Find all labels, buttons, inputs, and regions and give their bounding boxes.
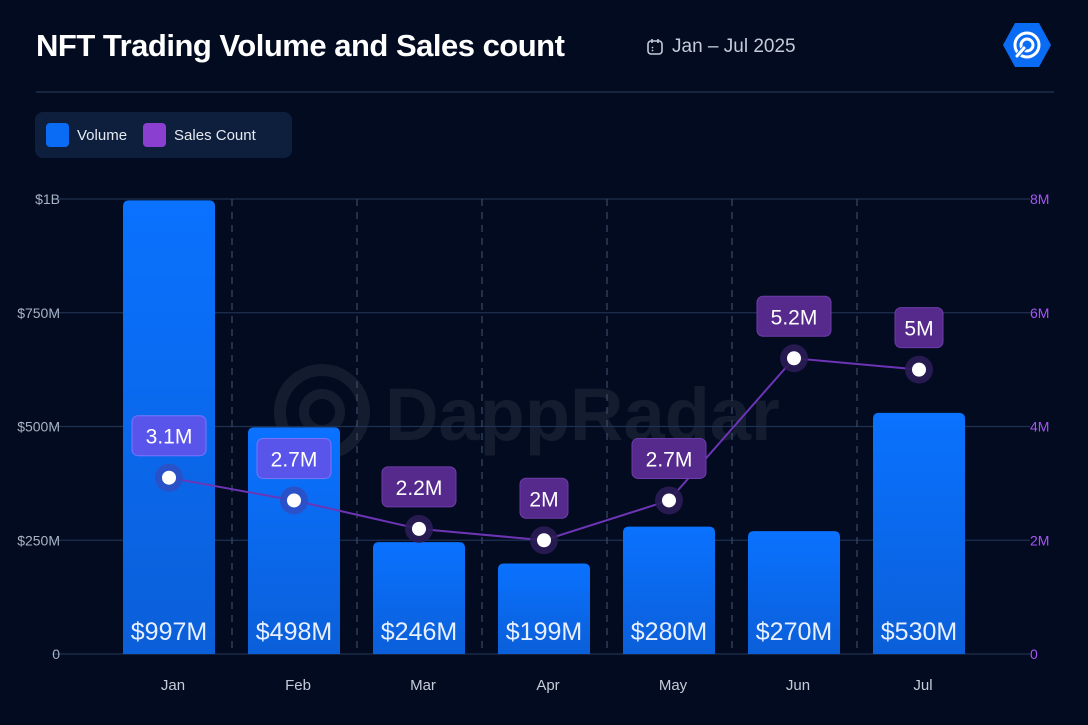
legend-label: Sales Count (174, 126, 256, 144)
right-tick-label: 6M (1030, 305, 1049, 321)
volume-bar (373, 542, 465, 654)
sales-point (412, 521, 426, 536)
volume-data-label: $530M (881, 618, 957, 646)
sales-label-box (631, 437, 707, 479)
left-tick-label: $750M (17, 305, 60, 321)
volume-bar (748, 531, 840, 654)
right-tick-label: 4M (1030, 419, 1049, 435)
sales-data-label: 2.7M (646, 448, 693, 471)
sales-data-label: 2.7M (271, 448, 318, 471)
volume-data-label: $997M (131, 618, 207, 646)
sales-point (162, 470, 176, 485)
date-range: Jan – Jul 2025 (646, 36, 796, 58)
x-tick-label: May (659, 677, 688, 694)
svg-text:DappRadar: DappRadar (385, 373, 780, 456)
volume-data-label: $199M (506, 618, 582, 646)
header-divider (36, 91, 1054, 93)
x-tick-label: Feb (285, 677, 311, 694)
dappradar-logo (1003, 23, 1051, 67)
x-tick-label: Mar (410, 677, 436, 694)
watermark: DappRadar (274, 364, 780, 460)
sales-data-label: 5.2M (771, 306, 818, 329)
legend: Volume Sales Count (35, 112, 292, 158)
sales-label-box (756, 295, 832, 337)
right-tick-label: 8M (1030, 191, 1049, 207)
left-tick-label: 0 (52, 646, 60, 662)
sales-label-box (519, 477, 569, 519)
legend-item-volume[interactable]: Volume (46, 123, 127, 147)
x-tick-label: Jun (786, 677, 810, 694)
sales-data-label: 3.1M (146, 426, 193, 449)
sales-point (537, 533, 551, 548)
sales-point (287, 493, 301, 508)
volume-bar (248, 427, 340, 654)
chart-title: NFT Trading Volume and Sales count (36, 28, 565, 63)
volume-bar (873, 412, 965, 654)
right-tick-label: 0 (1030, 646, 1038, 662)
volume-data-label: $270M (756, 618, 832, 646)
sales-point (912, 362, 926, 377)
sales-label-box (256, 437, 332, 479)
left-tick-label: $250M (17, 532, 60, 548)
volume-bar (498, 563, 590, 654)
x-tick-label: Jul (913, 677, 932, 694)
sales-data-label: 5M (904, 318, 933, 341)
volume-data-label: $246M (381, 618, 457, 646)
left-tick-label: $500M (17, 419, 60, 435)
volume-data-label: $280M (631, 618, 707, 646)
sales-point (787, 351, 801, 366)
volume-swatch (46, 123, 69, 147)
legend-item-sales-count[interactable]: Sales Count (143, 123, 256, 147)
sales-label-box (381, 466, 457, 508)
sales-label-box (894, 307, 944, 349)
right-tick-label: 2M (1030, 532, 1049, 548)
sales-data-label: 2M (529, 488, 558, 511)
legend-label: Volume (77, 126, 128, 144)
volume-data-label: $498M (256, 618, 332, 646)
x-tick-label: Apr (536, 677, 559, 694)
date-range-text: Jan – Jul 2025 (672, 36, 796, 57)
sales-data-label: 2.2M (396, 477, 443, 500)
calendar-icon (647, 39, 663, 55)
sales-point (662, 493, 676, 508)
x-tick-label: Jan (161, 677, 185, 694)
sales-count-swatch (143, 123, 167, 147)
left-tick-label: $1B (35, 191, 60, 207)
volume-bar (623, 526, 715, 654)
sales-label-box (131, 415, 207, 457)
